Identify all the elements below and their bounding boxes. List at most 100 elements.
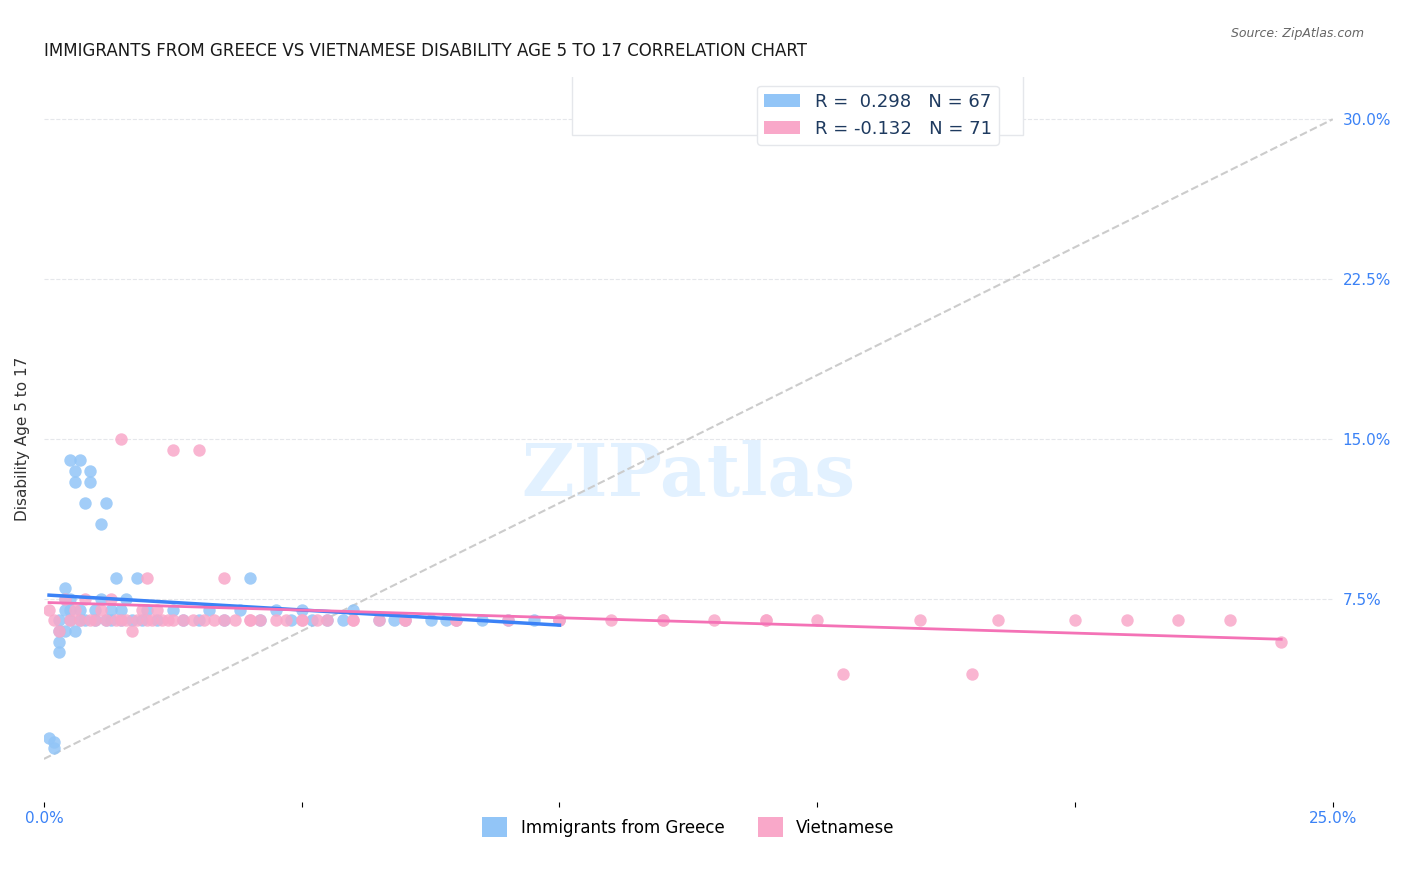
Point <box>136 613 159 627</box>
Point <box>90 602 112 616</box>
Point <box>434 613 457 627</box>
Point <box>69 453 91 467</box>
Point <box>651 613 673 627</box>
Point <box>446 613 468 627</box>
Point <box>44 741 66 756</box>
Legend: Immigrants from Greece, Vietnamese: Immigrants from Greece, Vietnamese <box>475 810 901 844</box>
Point <box>59 613 82 627</box>
Point <box>53 592 76 607</box>
Point <box>307 613 329 627</box>
Point <box>162 442 184 457</box>
Point <box>90 517 112 532</box>
Point <box>75 613 97 627</box>
Point <box>264 613 287 627</box>
Point <box>394 613 416 627</box>
Point <box>152 613 174 627</box>
Point <box>48 645 70 659</box>
Point <box>471 613 494 627</box>
Point <box>59 453 82 467</box>
Point <box>316 613 339 627</box>
Point <box>703 613 725 627</box>
Point <box>131 613 153 627</box>
Text: IMMIGRANTS FROM GREECE VS VIETNAMESE DISABILITY AGE 5 TO 17 CORRELATION CHART: IMMIGRANTS FROM GREECE VS VIETNAMESE DIS… <box>44 42 807 60</box>
Point <box>755 613 778 627</box>
Point <box>131 602 153 616</box>
Point <box>115 613 138 627</box>
Point <box>59 602 82 616</box>
Point <box>342 613 364 627</box>
Point <box>53 624 76 638</box>
Point <box>125 613 148 627</box>
Point <box>496 613 519 627</box>
Point <box>156 613 179 627</box>
Point <box>394 613 416 627</box>
Point <box>59 592 82 607</box>
Point <box>368 613 391 627</box>
Point <box>63 602 86 616</box>
Point <box>523 613 546 627</box>
Point <box>755 613 778 627</box>
Point <box>100 592 122 607</box>
Point <box>79 464 101 478</box>
Point <box>63 475 86 489</box>
Point <box>48 613 70 627</box>
Point <box>115 592 138 607</box>
Point <box>301 613 323 627</box>
Point <box>141 613 163 627</box>
Point <box>79 475 101 489</box>
Point <box>136 602 159 616</box>
Point <box>446 613 468 627</box>
Point <box>291 613 314 627</box>
Point <box>1219 613 1241 627</box>
Point <box>53 592 76 607</box>
Point <box>105 613 128 627</box>
Point <box>110 432 132 446</box>
Point <box>94 496 117 510</box>
Point <box>548 613 571 627</box>
Point <box>239 571 262 585</box>
Point <box>90 592 112 607</box>
Point <box>69 613 91 627</box>
Point <box>910 613 932 627</box>
Point <box>146 613 169 627</box>
Point <box>59 613 82 627</box>
Point <box>110 613 132 627</box>
Point <box>53 602 76 616</box>
Point <box>53 582 76 596</box>
Point <box>187 613 209 627</box>
Point <box>332 613 354 627</box>
Point <box>105 571 128 585</box>
Point <box>214 613 236 627</box>
Point <box>1270 634 1292 648</box>
Text: Source: ZipAtlas.com: Source: ZipAtlas.com <box>1230 27 1364 40</box>
Point <box>651 613 673 627</box>
Point <box>84 613 107 627</box>
Point <box>94 613 117 627</box>
Point <box>38 731 60 745</box>
Point <box>342 602 364 616</box>
Point <box>1115 613 1137 627</box>
Point <box>384 613 406 627</box>
Point <box>69 602 91 616</box>
Point <box>48 624 70 638</box>
Point <box>202 613 225 627</box>
Point <box>394 613 416 627</box>
Point <box>446 613 468 627</box>
Point <box>960 666 983 681</box>
Point <box>316 613 339 627</box>
Point <box>264 602 287 616</box>
Point <box>172 613 194 627</box>
Point <box>48 634 70 648</box>
FancyBboxPatch shape <box>572 33 1024 135</box>
Point <box>291 613 314 627</box>
Text: ZIPatlas: ZIPatlas <box>522 440 855 511</box>
Point <box>75 592 97 607</box>
Point <box>183 613 205 627</box>
Point <box>121 624 143 638</box>
Point <box>48 624 70 638</box>
Point <box>100 613 122 627</box>
Point <box>94 613 117 627</box>
Point <box>229 602 252 616</box>
Point <box>548 613 571 627</box>
Point <box>342 613 364 627</box>
